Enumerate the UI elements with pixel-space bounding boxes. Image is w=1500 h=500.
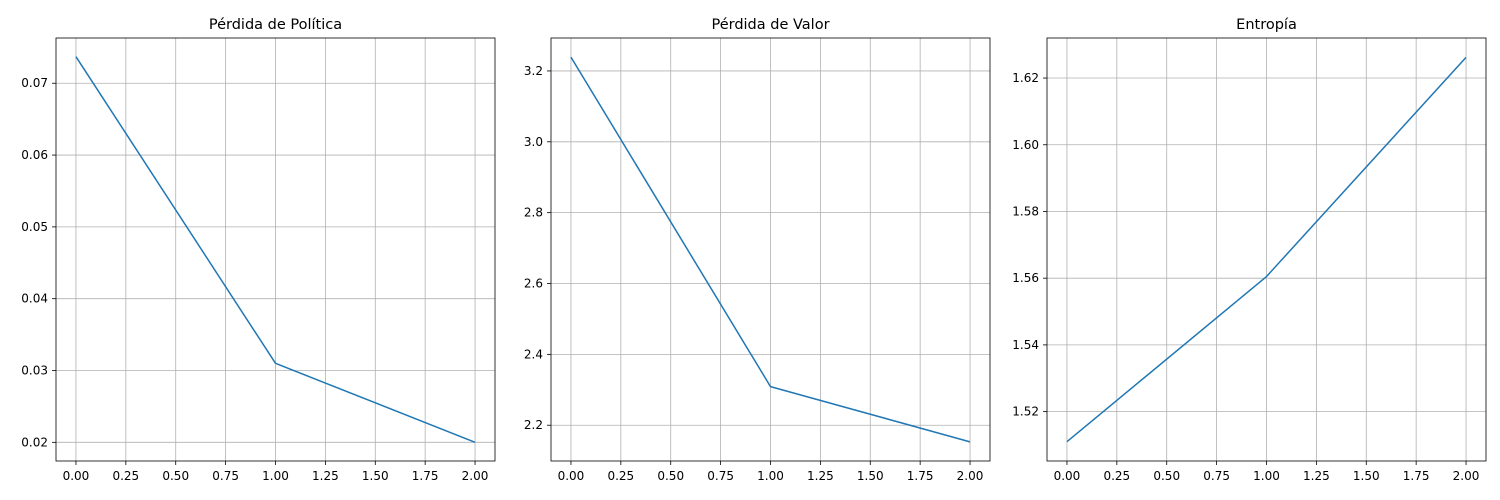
- x-tick-label: 1.25: [807, 469, 834, 483]
- y-tick-label: 1.56: [1012, 271, 1039, 285]
- chart-title: Entropía: [1236, 17, 1297, 33]
- y-tick-label: 2.6: [524, 277, 543, 291]
- x-tick-label: 0.25: [112, 469, 139, 483]
- y-tick-label: 3.2: [524, 64, 543, 78]
- x-tick-label: 0.00: [558, 469, 585, 483]
- y-tick-label: 0.02: [21, 435, 48, 449]
- series-line: [570, 56, 971, 443]
- y-tick-label: 1.60: [1012, 138, 1039, 152]
- x-tick-label: 0.50: [1153, 469, 1180, 483]
- x-tick-label: 0.50: [657, 469, 684, 483]
- y-tick-label: 0.05: [21, 220, 48, 234]
- x-tick-label: 1.00: [757, 469, 784, 483]
- series-line: [75, 56, 476, 444]
- subplot-3: 0.00 0.25 0.50 0.75 1.00 1.25 1.50 1.75 2.00 1.52…: [1012, 17, 1487, 483]
- x-tick-label: 1.50: [362, 469, 389, 483]
- x-tick-label: 0.75: [707, 469, 734, 483]
- x-tick-label: 1.25: [312, 469, 339, 483]
- y-tick-label: 1.54: [1012, 338, 1039, 352]
- x-tick-label: 1.75: [1403, 469, 1430, 483]
- y-tick-label: 3.0: [524, 135, 543, 149]
- x-tick-label: 1.50: [1353, 469, 1380, 483]
- x-tick-label: 1.00: [1253, 469, 1280, 483]
- x-tick-label: 1.25: [1303, 469, 1330, 483]
- y-tick-label: 0.04: [21, 292, 48, 306]
- series-line: [1066, 56, 1467, 443]
- x-tick-label: 0.75: [1203, 469, 1230, 483]
- y-tick-label: 2.8: [524, 206, 543, 220]
- chart-title: Pérdida de Valor: [711, 17, 829, 33]
- x-tick-label: 0.00: [63, 469, 90, 483]
- y-tick-label: 1.52: [1012, 405, 1039, 419]
- y-tick-label: 2.2: [524, 418, 543, 432]
- x-tick-label: 0.50: [162, 469, 189, 483]
- x-tick-label: 2.00: [462, 469, 489, 483]
- y-tick-label: 0.03: [21, 364, 48, 378]
- x-tick-label: 0.25: [607, 469, 634, 483]
- subplot-1: 0.00 0.25 0.50 0.75 1.00 1.25 1.50 1.75 2.00 0.02…: [21, 17, 496, 483]
- y-tick-label: 1.62: [1012, 71, 1039, 85]
- x-tick-label: 0.75: [212, 469, 239, 483]
- x-tick-label: 0.25: [1103, 469, 1130, 483]
- y-tick-label: 0.06: [21, 148, 48, 162]
- chart-title: Pérdida de Política: [209, 17, 342, 33]
- x-tick-label: 0.00: [1054, 469, 1081, 483]
- y-tick-label: 2.4: [524, 347, 543, 361]
- x-tick-label: 1.00: [262, 469, 289, 483]
- subplot-2: 0.00 0.25 0.50 0.75 1.00 1.25 1.50 1.75 2.00 2.2 2…: [524, 17, 991, 483]
- y-tick-label: 0.07: [21, 76, 48, 90]
- y-tick-label: 1.58: [1012, 204, 1039, 218]
- x-tick-label: 1.75: [412, 469, 439, 483]
- x-tick-label: 2.00: [1453, 469, 1480, 483]
- x-tick-label: 2.00: [957, 469, 984, 483]
- x-tick-label: 1.75: [907, 469, 934, 483]
- x-tick-label: 1.50: [857, 469, 884, 483]
